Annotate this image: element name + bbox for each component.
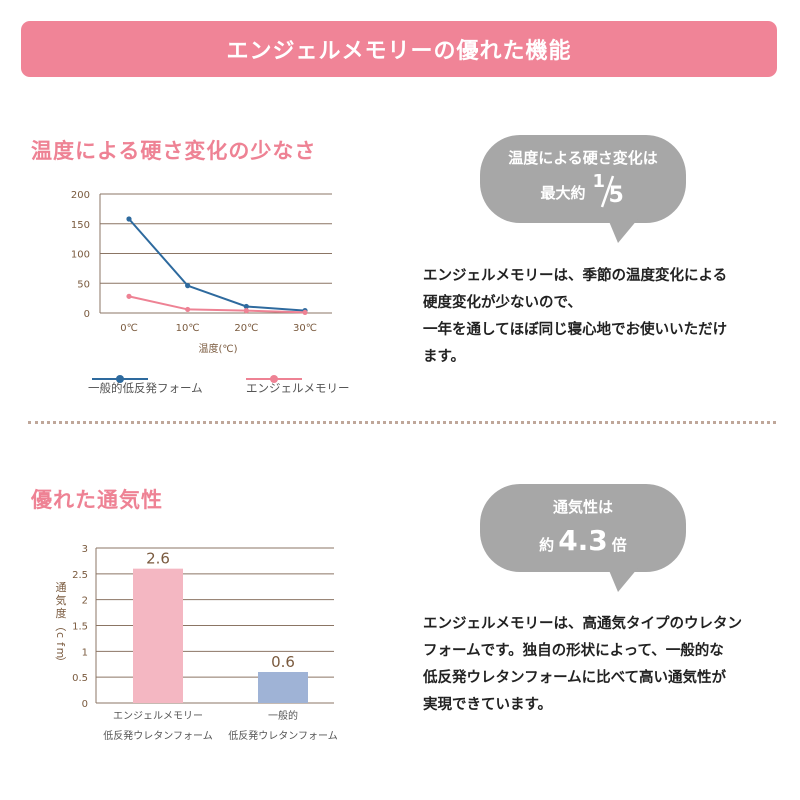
description-line: 硬度変化が少ないので、	[423, 295, 582, 311]
y-tick-label: 1	[82, 647, 88, 658]
y-axis-label-char: f	[54, 642, 67, 647]
banner-title: エンジェルメモリーの優れた機能	[226, 39, 572, 64]
series-line-1	[128, 218, 306, 312]
section2-title: 優れた通気性	[31, 488, 163, 512]
y-tick-label: 0	[84, 309, 90, 320]
line-chart-x-ticks: 0℃ 10℃ 20℃ 30℃	[120, 323, 317, 334]
y-axis-label-char: 度	[56, 606, 67, 620]
y-axis-label-char: m	[54, 648, 67, 659]
bubble1-line1: 温度による硬さ変化は	[508, 149, 658, 167]
description-line: 一年を通してほぼ同じ寝心地でお使いいただけ	[423, 322, 728, 338]
bar-chart-y-ticks: 0 0.5 1 1.5 2 2.5 3	[72, 544, 88, 710]
fraction-denominator: 5	[608, 183, 624, 208]
y-axis-label-char: c	[54, 632, 67, 638]
section1-title: 温度による硬さ変化の少なさ	[31, 139, 317, 163]
section1-description: エンジェルメモリーは、季節の温度変化による 硬度変化が少ないので、 一年を通して…	[423, 263, 727, 371]
description-line: 実現できています。	[423, 697, 553, 713]
legend-item-foam	[92, 372, 148, 386]
data-point	[243, 303, 249, 310]
y-tick-label: 100	[71, 250, 90, 261]
bar-chart-y-label: 通気度（cfm）	[54, 581, 67, 668]
bubble2-suffix: 倍	[611, 536, 627, 554]
data-point	[243, 308, 249, 314]
x-tick-label: 低反発ウレタンフォーム	[103, 729, 212, 742]
section2-description: エンジェルメモリーは、高通気タイプのウレタン フォームです。独自の形状によって、…	[423, 611, 742, 719]
speech-bubble-shape	[480, 484, 686, 592]
speech-bubble-hardness: 温度による硬さ変化は 最大約 1 5	[480, 135, 686, 245]
y-tick-label: 2.5	[72, 570, 88, 581]
data-point	[185, 306, 191, 313]
line-chart-y-ticks: 0 50 100 150 200	[71, 190, 90, 320]
legend-item-angel	[246, 372, 302, 386]
breathability-bar-chart: 00.511.522.53 2.60.6 エンジェルメモリー低反発ウレタンフォー…	[54, 544, 338, 742]
description-line: エンジェルメモリーは、高通気タイプのウレタン	[423, 616, 742, 632]
bar-2	[258, 672, 308, 703]
description-line: フォームです。独自の形状によって、一般的な	[423, 643, 724, 659]
y-axis-label-char: （	[54, 621, 67, 632]
x-tick-label: 20℃	[234, 323, 258, 334]
bar-value-label: 0.6	[271, 653, 295, 671]
data-point	[126, 216, 132, 222]
bubble1-prefix: 最大約	[540, 183, 586, 202]
bubble2-line1: 通気性は	[552, 498, 613, 516]
y-tick-label: 50	[77, 279, 90, 290]
series-line-2	[128, 295, 306, 314]
y-tick-label: 200	[71, 190, 90, 201]
x-tick-label: 一般的	[268, 709, 298, 722]
y-tick-label: 2	[82, 596, 88, 607]
y-tick-label: 150	[71, 220, 90, 231]
fraction-slash	[600, 175, 614, 208]
description-line: 低反発ウレタンフォームに比べて高い通気性が	[423, 670, 727, 686]
y-axis-label-char: 気	[56, 593, 67, 607]
banner: エンジェルメモリーの優れた機能	[21, 21, 777, 77]
x-tick-label: 低反発ウレタンフォーム	[228, 729, 337, 742]
description-line: ます。	[423, 349, 466, 365]
temperature-line-chart: 0 50 100 150 200 0℃ 10℃ 20℃ 30℃ 温度(℃)	[71, 190, 332, 355]
x-tick-label: 0℃	[120, 323, 138, 334]
bubble1-line2: 最大約 1 5	[480, 171, 686, 211]
data-point	[302, 309, 308, 316]
x-tick-label: 30℃	[293, 323, 317, 334]
data-point	[126, 293, 132, 299]
legend-label-angel-wrap: エンジェルメモリー	[246, 380, 350, 396]
bubble1-fraction: 1 5	[590, 171, 626, 211]
data-point	[185, 283, 191, 289]
legend-marker-foam	[92, 375, 148, 383]
x-tick-label: 10℃	[176, 323, 200, 334]
x-tick-label: エンジェルメモリー	[113, 711, 203, 722]
y-tick-label: 1.5	[72, 622, 88, 633]
y-axis-label-char: ）	[54, 657, 67, 668]
speech-bubble-shape	[480, 135, 686, 243]
section-divider	[28, 421, 776, 424]
bubble2-line2: 約 4.3 倍	[480, 524, 686, 557]
bar-chart-bars: 2.6 0.6	[133, 550, 308, 703]
y-axis-label-char: 通	[56, 581, 67, 594]
speech-bubble-breathability: 通気性は 約 4.3 倍	[480, 484, 686, 594]
legend-label-angel: エンジェルメモリー	[246, 381, 350, 395]
legend-label-foam-wrap: 一般的低反発フォーム	[88, 380, 203, 396]
y-tick-label: 0.5	[72, 673, 88, 684]
y-tick-label: 3	[82, 544, 88, 555]
y-tick-label: 0	[82, 699, 88, 710]
line-chart-x-label: 温度(℃)	[198, 342, 237, 355]
bubble2-value: 4.3	[558, 524, 608, 557]
legend-marker-angel	[246, 375, 302, 383]
bar-1	[133, 568, 183, 703]
bar-value-label: 2.6	[146, 550, 170, 568]
fraction-numerator: 1	[592, 171, 606, 192]
legend-label-foam: 一般的低反発フォーム	[88, 381, 203, 395]
bubble2-prefix: 約	[539, 536, 555, 554]
line-chart-series	[126, 216, 308, 316]
description-line: エンジェルメモリーは、季節の温度変化による	[423, 268, 728, 284]
